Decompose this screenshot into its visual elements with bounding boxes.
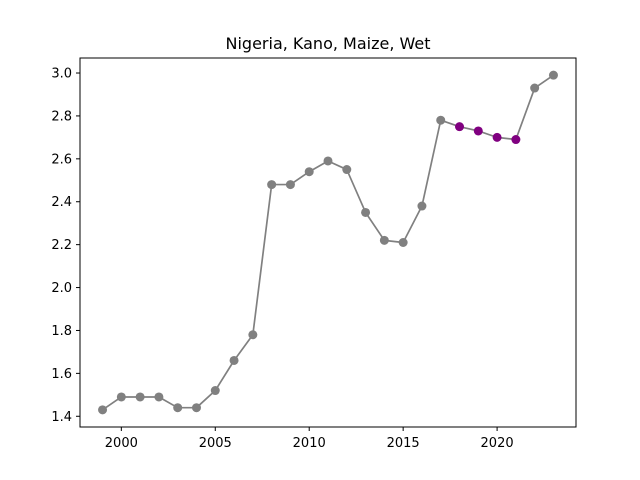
data-point <box>173 403 183 413</box>
y-tick-label: 2.4 <box>51 195 72 210</box>
data-point <box>248 330 258 340</box>
chart-title: Nigeria, Kano, Maize, Wet <box>226 34 431 53</box>
data-point <box>267 180 277 190</box>
data-point <box>323 156 333 166</box>
series-markers <box>98 70 558 415</box>
highlighted-data-point <box>473 126 483 136</box>
data-point <box>530 83 540 93</box>
y-tick-label: 3.0 <box>51 67 72 82</box>
data-point <box>191 403 201 413</box>
highlighted-data-point <box>492 132 502 142</box>
x-tick-label: 2005 <box>199 436 232 451</box>
x-tick-label: 2010 <box>293 436 326 451</box>
y-axis-ticks: 1.4 1.6 1.8 2.0 2.2 2.4 2.6 2.8 3.0 <box>51 67 80 425</box>
data-point <box>154 392 164 402</box>
highlighted-data-point <box>511 135 521 145</box>
data-point <box>436 115 446 125</box>
data-point <box>135 392 145 402</box>
y-tick-label: 1.8 <box>51 324 72 339</box>
data-point <box>210 386 220 396</box>
data-point <box>116 392 126 402</box>
y-tick-label: 1.4 <box>51 410 72 425</box>
data-point <box>361 207 371 217</box>
data-point <box>548 70 558 80</box>
x-axis-ticks: 2000 2005 2010 2015 2020 <box>105 427 514 451</box>
data-point <box>98 405 108 415</box>
highlighted-data-point <box>455 122 465 132</box>
data-point <box>304 167 314 177</box>
data-point <box>342 165 352 175</box>
y-tick-label: 1.6 <box>51 367 72 382</box>
x-tick-label: 2020 <box>481 436 514 451</box>
data-point <box>398 238 408 247</box>
series-line <box>102 74 554 411</box>
data-point <box>417 201 427 211</box>
y-tick-label: 2.0 <box>51 281 72 296</box>
y-tick-label: 2.6 <box>51 152 72 167</box>
x-tick-label: 2000 <box>105 436 138 451</box>
data-point <box>379 235 389 245</box>
data-point <box>229 355 239 365</box>
data-point <box>285 180 295 190</box>
y-tick-label: 2.8 <box>51 109 72 124</box>
plot-frame <box>79 57 577 428</box>
y-tick-label: 2.2 <box>51 238 72 253</box>
x-tick-label: 2015 <box>387 436 420 451</box>
